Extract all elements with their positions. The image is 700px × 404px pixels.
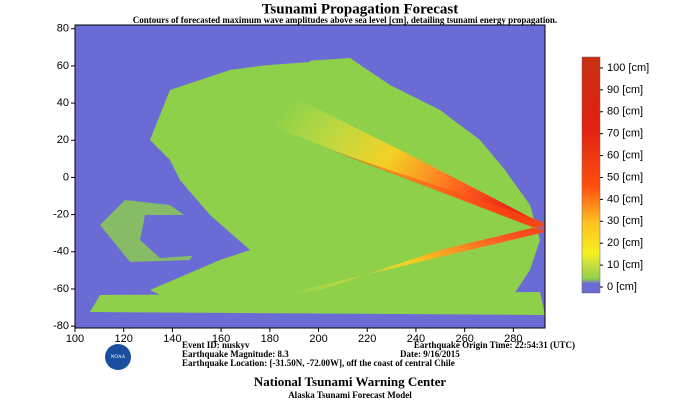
colorbar-label: 60 [cm] [607,149,643,161]
origin-time: Earthquake Origin Time: 22:54:31 (UTC) [414,340,575,350]
y-tick-label: 0 [63,171,69,183]
pacific-ocean [150,58,540,305]
x-tick-label: 180 [261,333,279,345]
colorbar-label: 0 [cm] [607,281,637,293]
southern-ocean [90,292,545,315]
map [74,24,546,329]
y-tick-label: -80 [53,320,69,332]
event-id: Event ID: nuskyv [182,340,250,350]
x-tick-label: 100 [66,333,84,345]
x-tick-label: 220 [358,333,376,345]
footer-title: National Tsunami Warning Center [254,374,447,389]
date: Date: 9/16/2015 [400,349,460,359]
x-tick-label: 200 [309,333,327,345]
x-tick-label: 240 [407,333,425,345]
colorbar-label: 100 [cm] [607,62,649,74]
y-tick-label: 40 [57,97,69,109]
colorbar-label: 40 [cm] [607,193,643,205]
logo-text: NOAA [111,355,126,360]
colorbar-label: 50 [cm] [607,171,643,183]
land [90,35,310,258]
colorbar-label: 90 [cm] [607,84,643,96]
map-frame [74,24,546,329]
x-tick-label: 160 [212,333,230,345]
energy-propagation [230,100,545,300]
magnitude: Earthquake Magnitude: 8.3 [182,349,289,359]
colorbar-label: 30 [cm] [607,215,643,227]
x-tick-label: 140 [163,333,181,345]
x-tick-label: 260 [455,333,473,345]
colorbar-label: 10 [cm] [607,259,643,271]
y-tick-label: 60 [57,60,69,72]
y-tick-label: -40 [53,246,69,258]
y-tick-label: -20 [53,209,69,221]
noaa-logo [105,344,131,370]
colorbar-label: 80 [cm] [607,106,643,118]
y-tick-label: 80 [57,23,69,35]
x-tick-label: 120 [115,333,133,345]
energy-core [330,150,545,232]
colorbar-label: 70 [cm] [607,128,643,140]
footer-subtitle: Alaska Tsunami Forecast Model [288,390,412,400]
subtitle: Contours of forecasted maximum wave ampl… [133,15,557,25]
location: Earthquake Location: [-31.50N, -72.00W],… [182,358,455,368]
title: Tsunami Propagation Forecast [262,1,458,17]
x-tick-label: 280 [504,333,522,345]
y-tick-label: -60 [53,283,69,295]
colorbar-label: 20 [cm] [607,237,643,249]
colorbar [581,56,601,294]
y-tick-label: 20 [57,134,69,146]
